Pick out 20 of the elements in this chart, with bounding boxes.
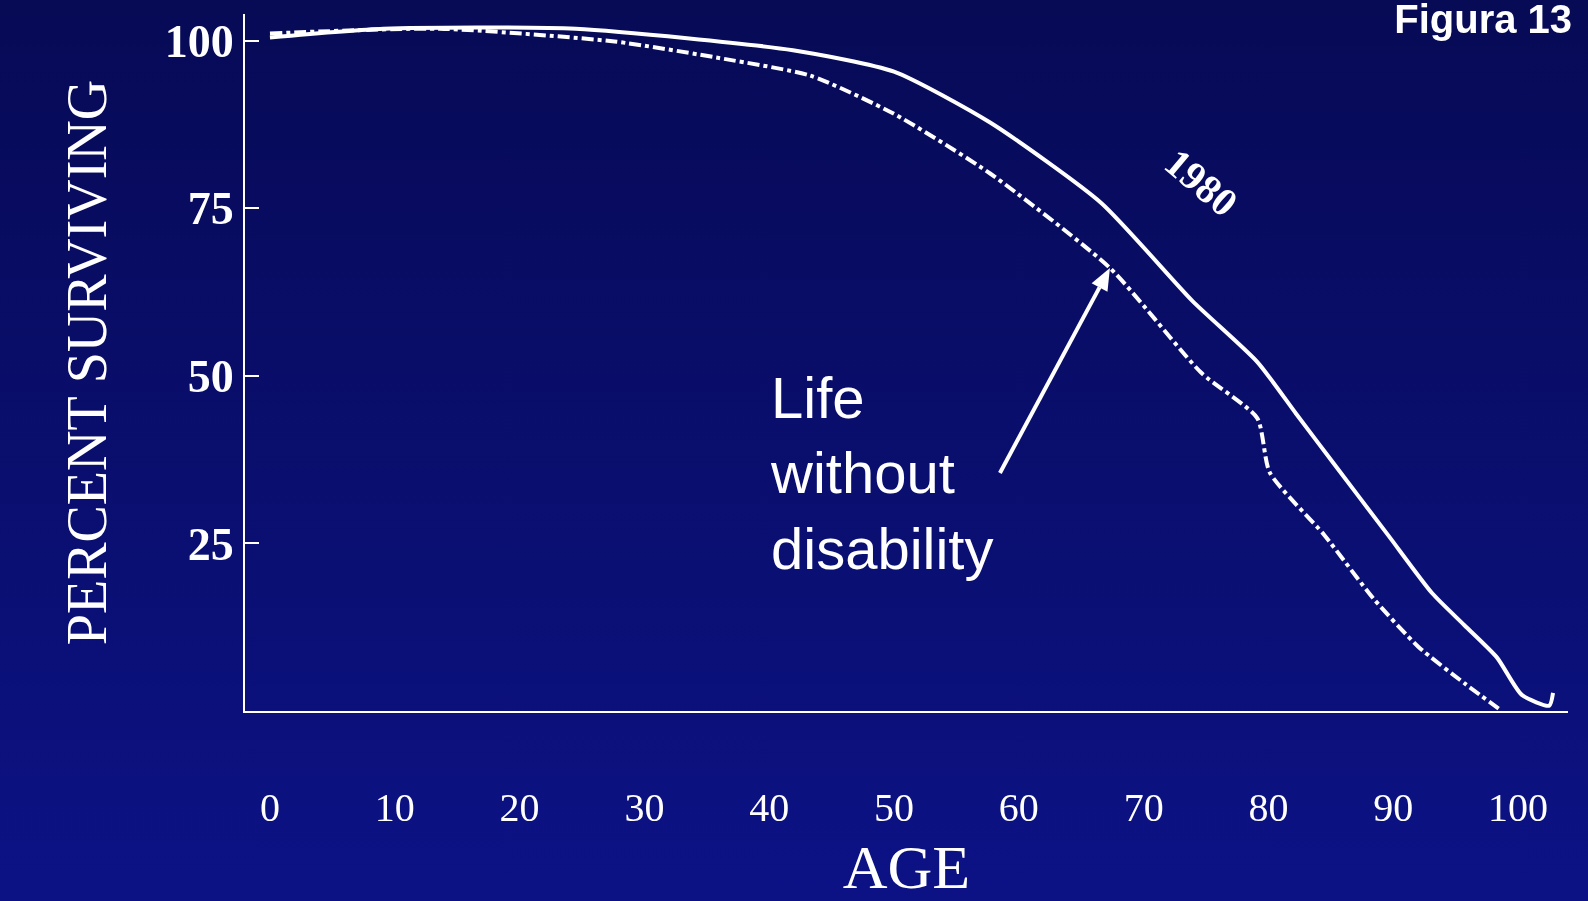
x-tick-label: 90 bbox=[1373, 785, 1414, 830]
x-tick-label: 50 bbox=[874, 785, 915, 830]
chart-title: Figura 13 bbox=[1394, 0, 1573, 41]
x-tick-label: 40 bbox=[749, 785, 790, 830]
y-tick-label: 100 bbox=[164, 15, 234, 67]
x-tick-label: 70 bbox=[1123, 785, 1164, 830]
x-axis-title: AGE bbox=[842, 833, 971, 901]
x-tick-label: 0 bbox=[259, 785, 280, 830]
x-tick-label: 20 bbox=[499, 785, 540, 830]
x-tick-label: 80 bbox=[1248, 785, 1289, 830]
y-axis-title: PERCENT SURVIVING bbox=[56, 79, 119, 646]
x-tick-label: 30 bbox=[624, 785, 665, 830]
text: 1980 bbox=[1156, 139, 1247, 226]
x-tick-label: 10 bbox=[374, 785, 415, 830]
y-tick-label: 75 bbox=[187, 183, 234, 235]
x-tick-label: 60 bbox=[998, 785, 1039, 830]
y-tick-label: 50 bbox=[187, 351, 234, 402]
annotation: Life without disability bbox=[770, 365, 994, 581]
y-tick-label: 25 bbox=[187, 518, 234, 570]
x-tick-label: 100 bbox=[1488, 785, 1549, 830]
